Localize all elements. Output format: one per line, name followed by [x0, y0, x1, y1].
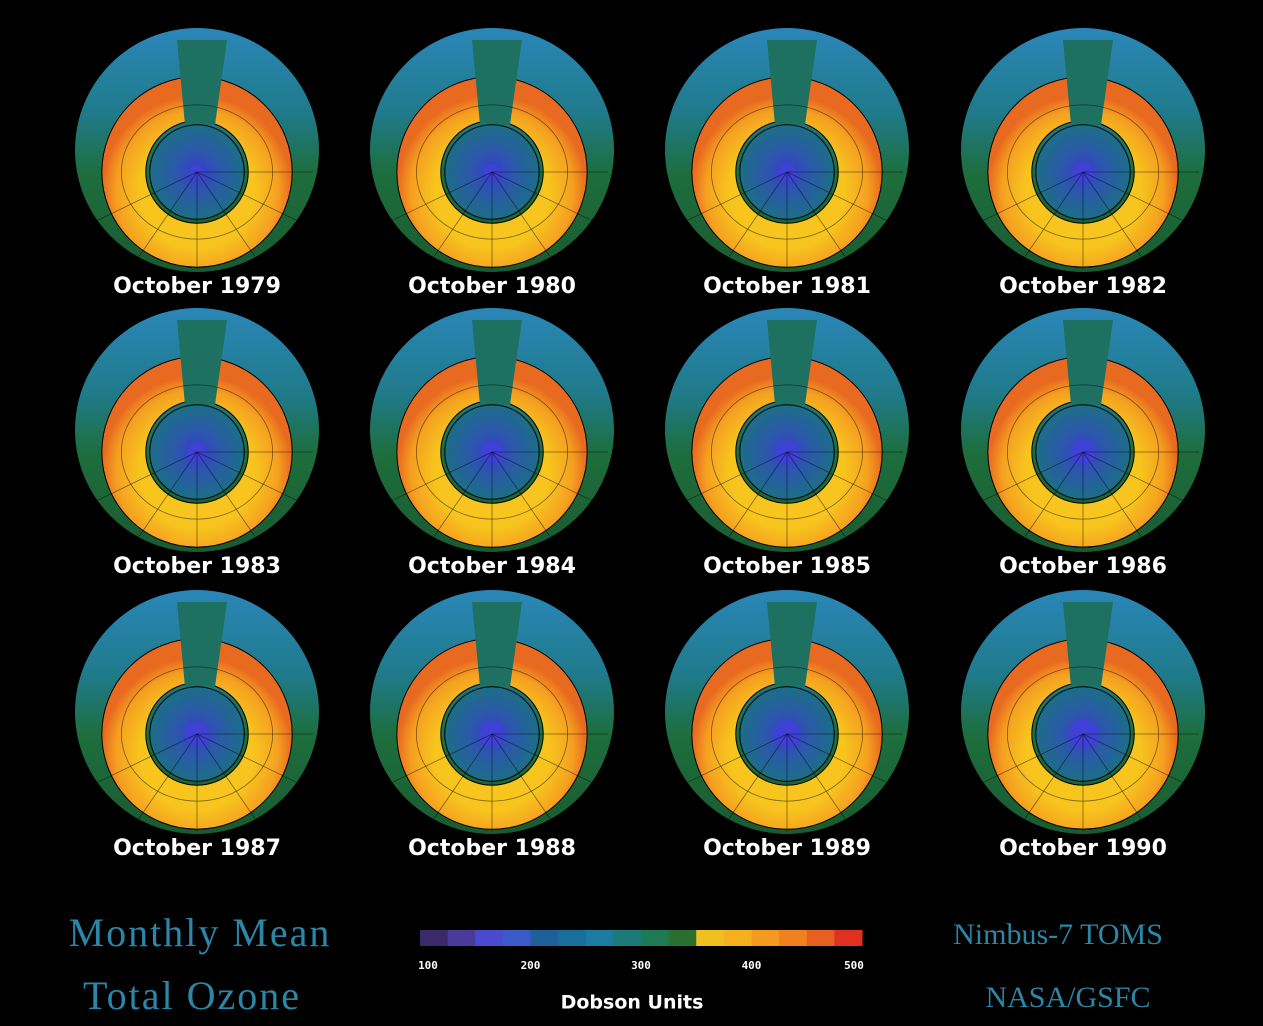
ozone-figure: Monthly Mean Total Ozone Dobson Units Ni…	[0, 0, 1263, 1026]
colorbar-segment	[696, 930, 724, 946]
colorbar-segment	[669, 930, 697, 946]
colorbar-segment	[724, 930, 752, 946]
ozone-globe	[961, 28, 1205, 272]
colorbar-segment	[448, 930, 476, 946]
colorbar-segment	[531, 930, 559, 946]
panel-label: October 1980	[408, 274, 576, 299]
panel-label: October 1990	[999, 836, 1167, 861]
colorbar-segment	[752, 930, 780, 946]
ozone-globe	[75, 28, 319, 272]
credit: Nimbus-7 TOMS	[953, 918, 1163, 951]
colorbar-tick-label: 300	[631, 959, 651, 972]
colorbar-tick-label: 100	[418, 959, 438, 972]
panel-label: October 1983	[113, 554, 281, 579]
ozone-globe	[370, 590, 614, 834]
colorbar-tick-label: 200	[521, 959, 541, 972]
credit: NASA/GSFC	[985, 981, 1150, 1014]
ozone-globe	[961, 590, 1205, 834]
colorbar-segment	[807, 930, 835, 946]
colorbar-segment	[558, 930, 586, 946]
panel-label: October 1988	[408, 836, 576, 861]
panel-label: October 1979	[113, 274, 281, 299]
panel-label: October 1984	[408, 554, 576, 579]
colorbar-segment	[613, 930, 641, 946]
colorbar-segment	[503, 930, 531, 946]
panel-label: October 1981	[703, 274, 871, 299]
panel-label: October 1989	[703, 836, 871, 861]
panel-label: October 1987	[113, 836, 281, 861]
colorbar-segment	[420, 930, 448, 946]
ozone-globe	[370, 308, 614, 552]
colorbar-segment	[834, 930, 862, 946]
colorbar-tick-label: 400	[742, 959, 762, 972]
colorbar-segment	[586, 930, 614, 946]
ozone-globe	[961, 308, 1205, 552]
ozone-globe	[75, 308, 319, 552]
ozone-globe	[75, 590, 319, 834]
panel-label: October 1985	[703, 554, 871, 579]
colorbar-tick-label: 500	[844, 959, 864, 972]
colorbar-segment	[475, 930, 503, 946]
legend-title: Total Ozone	[83, 973, 301, 1018]
colorbar-unit: Dobson Units	[561, 992, 704, 1014]
ozone-globe	[665, 308, 909, 552]
legend-title: Monthly Mean	[69, 910, 332, 955]
colorbar-segment	[779, 930, 807, 946]
colorbar-segment	[641, 930, 669, 946]
ozone-globe	[370, 28, 614, 272]
ozone-globe	[665, 590, 909, 834]
panel-label: October 1986	[999, 554, 1167, 579]
panel-label: October 1982	[999, 274, 1167, 299]
ozone-globe	[665, 28, 909, 272]
